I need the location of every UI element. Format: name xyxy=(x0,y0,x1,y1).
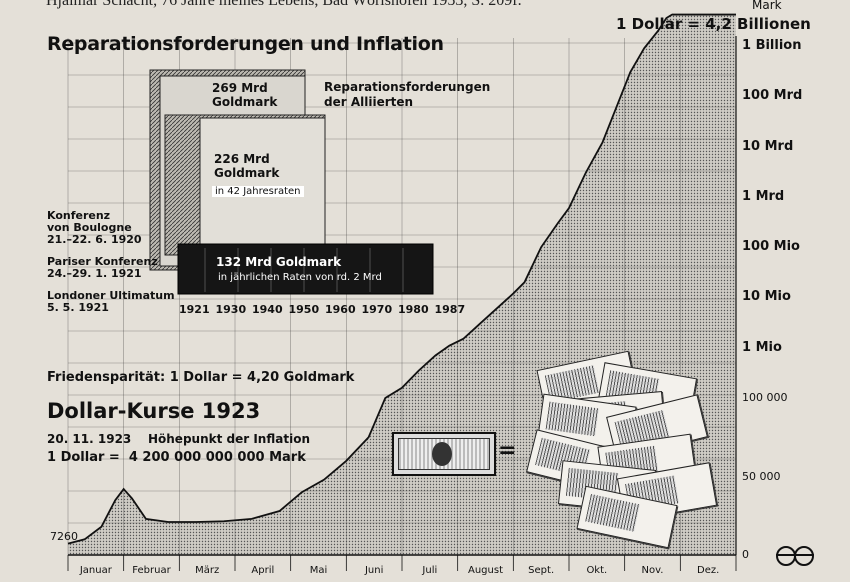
event-paris-l2: 24.–29. 1. 1921 xyxy=(47,267,142,280)
block-132-amount: 132 Mrd Goldmark xyxy=(216,255,342,269)
month-label: August xyxy=(468,565,503,576)
month-label: März xyxy=(195,565,220,576)
year-label: 1987 xyxy=(434,303,466,316)
event-paris: Pariser Konferenz 24.–29. 1. 1921 xyxy=(47,256,158,280)
block-226-unit: Goldmark xyxy=(214,166,280,180)
event-london-l2: 5. 5. 1921 xyxy=(47,301,109,314)
y-log-tick: 1 Mrd xyxy=(742,188,785,204)
month-label: Nov. xyxy=(641,565,664,576)
dollar-title: Dollar-Kurse 1923 xyxy=(47,399,261,423)
event-london-l1: Londoner Ultimatum xyxy=(47,289,175,302)
chart-line-layer xyxy=(67,13,736,545)
block-269-amount: 269 Mrd xyxy=(212,81,268,95)
reparations-legend-line2: der Alliierten xyxy=(324,95,414,109)
month-label: Okt. xyxy=(586,565,608,576)
series-line xyxy=(67,13,736,545)
reparations-legend-line1: Reparationsforderungen xyxy=(324,80,491,94)
unit-label: Mark xyxy=(752,0,782,12)
block-226 xyxy=(199,117,326,249)
event-boulogne: Konferenz von Boulogne 21.–22. 6. 1920 xyxy=(47,210,142,246)
banknote-pattern xyxy=(585,494,640,532)
reparations-legend: Reparationsforderungen der Alliierten xyxy=(324,80,490,110)
peak-value: 1 Dollar = 4 200 000 000 000 Mark xyxy=(47,450,306,465)
event-boulogne-l2: von Boulogne xyxy=(47,221,132,234)
event-boulogne-l3: 21.–22. 6. 1920 xyxy=(47,233,142,246)
month-label: Dez. xyxy=(697,565,720,576)
year-label: 1950 xyxy=(288,303,320,316)
peak-line: 20. 11. 1923 Höhepunkt der Inflation xyxy=(47,432,310,446)
block-132-note: in jährlichen Raten von rd. 2 Mrd xyxy=(218,272,382,283)
year-label: 1940 xyxy=(252,303,283,316)
block-269-unit: Goldmark xyxy=(212,95,278,109)
y-log-tick: 1 Mio xyxy=(742,339,782,355)
year-label: 1930 xyxy=(215,303,247,316)
y-linear-tick: 0 xyxy=(742,548,749,561)
dollar-bill-illustration xyxy=(392,432,496,476)
month-label: Februar xyxy=(132,565,171,576)
reparation-blocks xyxy=(149,69,434,295)
publisher-logo-icon xyxy=(776,544,814,566)
year-label: 1921 xyxy=(179,303,210,316)
source-caption: Hjalmar Schacht, 76 Jahre meines Lebens,… xyxy=(46,0,522,9)
month-label: April xyxy=(251,565,275,576)
y-linear-tick: 100 000 xyxy=(742,391,788,404)
y-log-tick: 100 Mio xyxy=(742,239,800,255)
block-226-note: in 42 Jahresraten xyxy=(212,186,304,197)
equals-sign: = xyxy=(498,438,517,463)
month-label: Mai xyxy=(309,565,328,576)
top-right-label: 1 Dollar = 4,2 Billionen xyxy=(616,15,811,33)
month-label: Juni xyxy=(364,565,384,576)
event-paris-l1: Pariser Konferenz xyxy=(47,255,158,268)
y-linear-tick: 50 000 xyxy=(742,469,781,483)
month-label: Sept. xyxy=(528,565,555,576)
event-london: Londoner Ultimatum 5. 5. 1921 xyxy=(47,290,175,314)
main-title: Reparationsforderungen und Inflation xyxy=(47,33,444,55)
year-label: 1970 xyxy=(361,303,393,316)
start-value-label: 7260 xyxy=(50,530,78,543)
month-label: Januar xyxy=(79,565,112,576)
block-226-amount: 226 Mrd xyxy=(214,152,270,166)
block-label-226: 226 Mrd Goldmark xyxy=(214,152,279,180)
y-log-tick: 10 Mio xyxy=(742,289,791,305)
year-label: 1980 xyxy=(398,303,429,316)
year-label: 1960 xyxy=(325,303,356,316)
block-label-269: 269 Mrd Goldmark xyxy=(212,81,277,109)
block-132 xyxy=(177,243,434,295)
banknote-pattern xyxy=(545,401,599,437)
event-boulogne-l1: Konferenz xyxy=(47,209,111,222)
y-log-tick: 100 Mrd xyxy=(742,88,803,104)
y-log-tick: 10 Mrd xyxy=(742,138,794,154)
y-log-tick: 1 Billion xyxy=(742,38,802,53)
parity-text: Friedensparität: 1 Dollar = 4,20 Goldmar… xyxy=(47,370,355,385)
month-label: Juli xyxy=(422,565,438,576)
